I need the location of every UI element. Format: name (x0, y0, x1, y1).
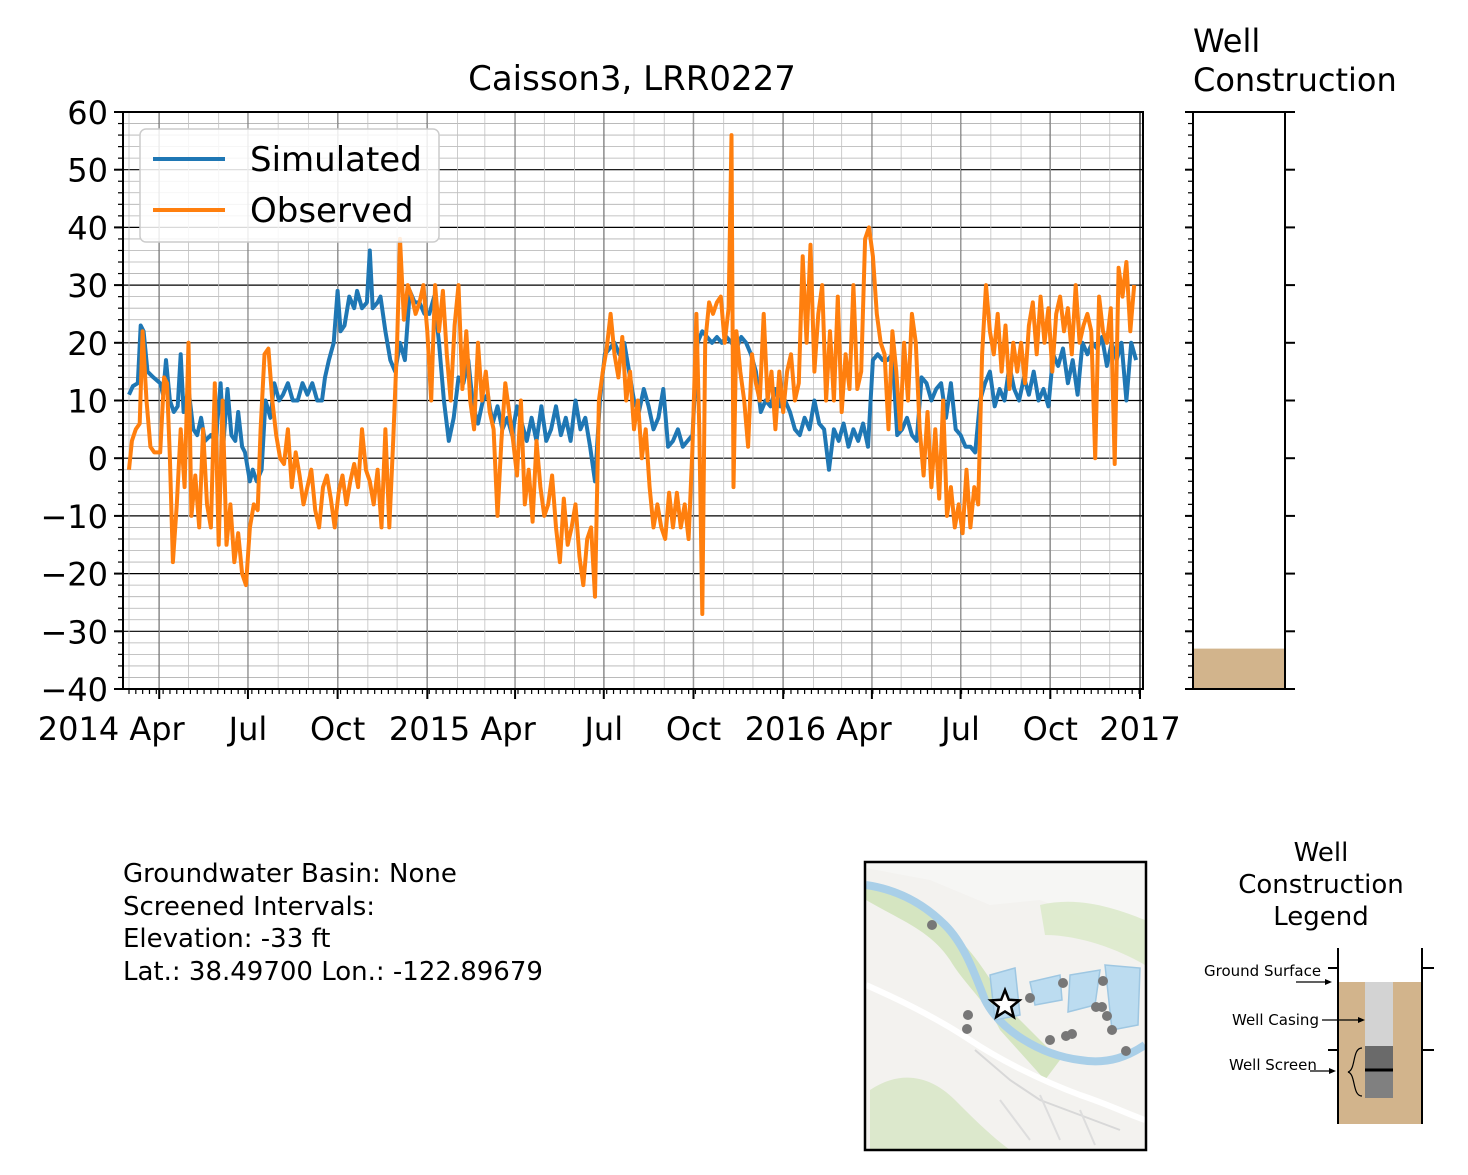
map-frame (863, 860, 1148, 1152)
well-construction-panel (1185, 111, 1295, 690)
well-ground-fill (1193, 648, 1285, 689)
legend-panel-title-line3: Legend (1273, 902, 1369, 932)
y-tick-label: 40 (67, 209, 108, 247)
map-well-point (1098, 976, 1108, 986)
x-tick-label: Oct (310, 710, 365, 748)
series-lines (127, 133, 1139, 616)
x-tick-label: 2017 (1099, 710, 1180, 748)
arrow-icon (1325, 979, 1332, 985)
legend-well-casing-label: Well Casing (1232, 1011, 1319, 1029)
x-tick-label: 2014 Apr (38, 710, 186, 748)
well-panel-title-line1: Well (1193, 22, 1260, 60)
y-tick-label: 50 (67, 152, 108, 190)
y-tick-label: 20 (67, 325, 108, 363)
legend-simulated-label: Simulated (250, 140, 422, 180)
map-well-point (927, 920, 937, 930)
x-tick-label: Jul (582, 710, 623, 748)
map-green-area-3 (870, 1077, 1010, 1150)
map-well-point (1058, 978, 1068, 988)
screened-intervals-text: Screened Intervals: (123, 891, 376, 922)
map-well-point (1045, 1035, 1055, 1045)
x-tick-label: Jul (227, 710, 268, 748)
legend-ground-surface-label: Ground Surface (1204, 962, 1321, 980)
map-terrain (866, 862, 1145, 935)
series-line-observed (127, 133, 1137, 616)
y-tick-label: 30 (67, 267, 108, 305)
map-streets (974, 1049, 1121, 1131)
legend-observed-label: Observed (250, 191, 414, 231)
map-well-point (1025, 993, 1035, 1003)
legend-panel-title-line2: Construction (1238, 870, 1404, 900)
y-tick-label: 10 (67, 383, 108, 421)
chart-title: Caisson3, LRR0227 (468, 59, 796, 99)
y-tick-label: −10 (40, 498, 108, 536)
map-pond (1104, 964, 1141, 1031)
map-well-point (1097, 1002, 1107, 1012)
x-tick-label: 2016 Apr (745, 710, 893, 748)
y-tick-label: −40 (40, 671, 108, 709)
map-well-point (962, 1024, 972, 1034)
map-streets (999, 1094, 1096, 1146)
map-river (865, 881, 1148, 1066)
elevation-text: Elevation: -33 ft (123, 924, 331, 954)
series-line-simulated (127, 248, 1139, 484)
y-tick-label: 60 (67, 94, 108, 132)
selected-well-star-icon (987, 986, 1023, 1020)
arrow-icon (1329, 1068, 1336, 1074)
map-well-point (1121, 1046, 1131, 1056)
x-tick-label: Oct (666, 710, 721, 748)
x-tick-label: Jul (939, 710, 980, 748)
x-tick-label: 2015 Apr (389, 710, 537, 748)
lat-lon-text: Lat.: 38.49700 Lon.: -122.89679 (123, 956, 543, 987)
map-well-point (963, 1010, 973, 1020)
map-well-point (1107, 1025, 1117, 1035)
well-panel-title-line2: Construction (1193, 61, 1397, 99)
well-info: Groundwater Basin: None Screened Interva… (123, 858, 543, 988)
map-road (864, 982, 1146, 1123)
basin-text: Groundwater Basin: None (123, 859, 457, 889)
legend-panel-title-line1: Well (1294, 838, 1349, 868)
chart-legend: Simulated Observed (139, 128, 440, 243)
y-tick-label: 0 (88, 440, 108, 478)
axes: −40 −30 −20 −10 0 10 20 30 40 50 60 2014 Apr Jul Oct 2… (38, 94, 1181, 748)
legend-screen-brace (1347, 1047, 1363, 1097)
map-well-point (1067, 1029, 1077, 1039)
well-construction-legend: Well Construction Legend Ground Surface … (1204, 838, 1434, 1124)
map-well-point (1102, 1011, 1112, 1021)
y-tick-label: −20 (40, 556, 108, 594)
map-well-points (927, 920, 1131, 1056)
legend-well-screen-label: Well Screen (1229, 1056, 1317, 1074)
x-tick-label: Oct (1023, 710, 1078, 748)
arrow-icon (1358, 1017, 1365, 1023)
legend-screen-upper (1365, 1046, 1393, 1070)
y-tick-label: −30 (40, 613, 108, 651)
map-green-area-2 (1040, 901, 1145, 965)
location-map (863, 860, 1148, 1152)
